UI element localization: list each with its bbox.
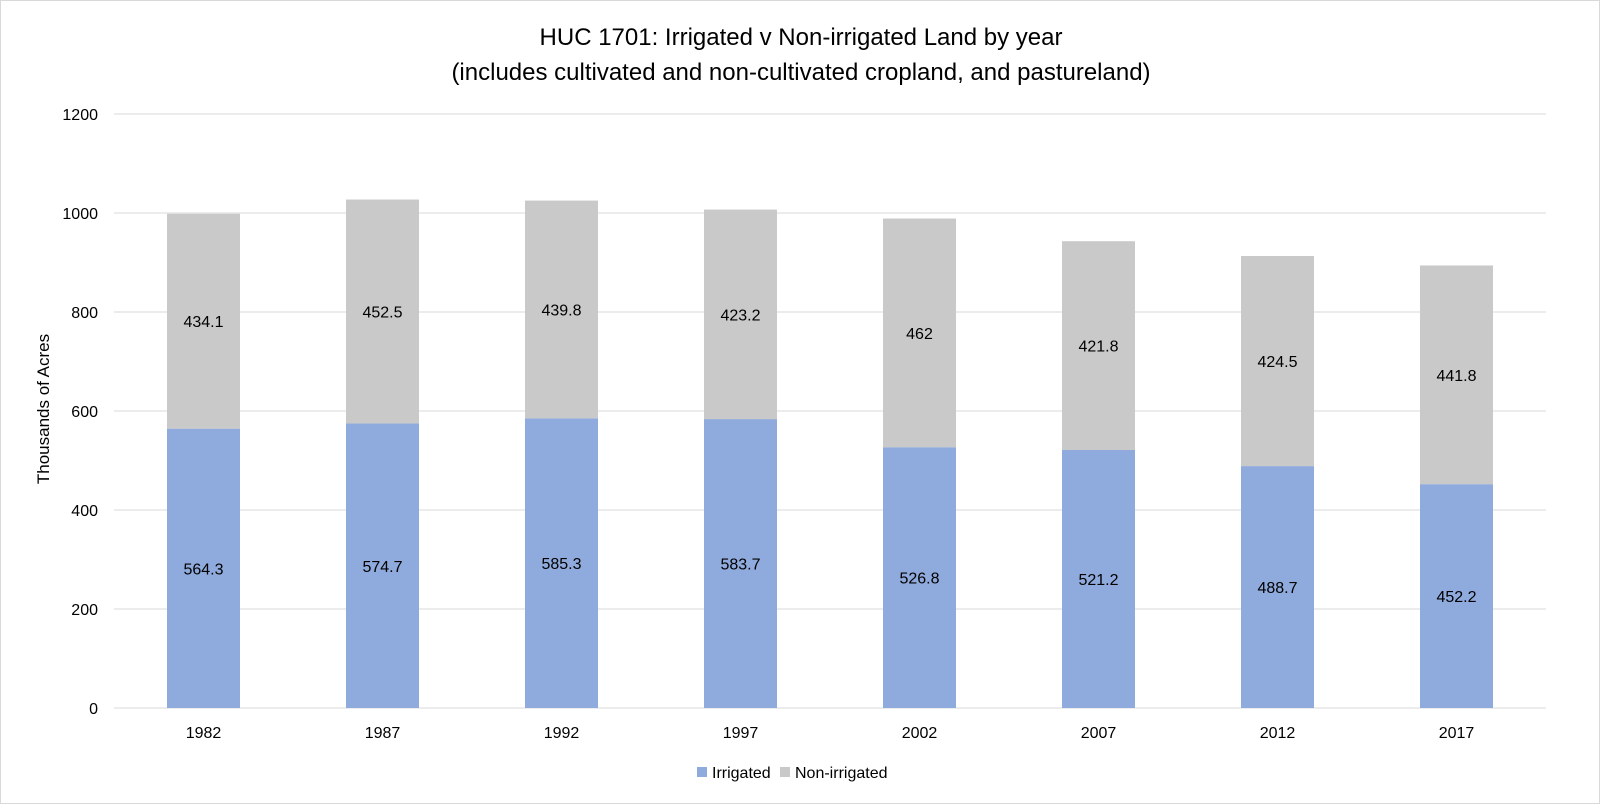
chart-title: HUC 1701: Irrigated v Non-irrigated Land…: [540, 24, 1063, 51]
chart-subtitle: (includes cultivated and non-cultivated …: [451, 59, 1150, 86]
x-axis-ticks: 1982 1987 1992 1997 2002 2007 2012 2017: [186, 725, 1475, 742]
data-label-non-irrigated-2012: 424.5: [1257, 354, 1297, 371]
data-label-irrigated-1987: 574.7: [362, 559, 402, 576]
data-label-non-irrigated-1982: 434.1: [183, 314, 223, 331]
bars: [167, 199, 1493, 708]
y-tick-label-1000: 1000: [62, 206, 98, 223]
y-tick-label-800: 800: [71, 305, 98, 322]
data-label-irrigated-2017: 452.2: [1436, 589, 1476, 606]
data-label-non-irrigated-1992: 439.8: [541, 302, 581, 319]
data-label-irrigated-2012: 488.7: [1257, 580, 1297, 597]
bar-non-irrigated-1982: [167, 213, 240, 429]
bar-irrigated-1987: [346, 423, 419, 708]
y-tick-label-200: 200: [71, 602, 98, 619]
bar-irrigated-2017: [1420, 484, 1493, 708]
gridlines: [114, 113, 1546, 709]
bar-non-irrigated-1997: [704, 209, 777, 420]
data-label-non-irrigated-2017: 441.8: [1436, 368, 1476, 385]
x-tick-label-1987: 1987: [365, 725, 401, 742]
bar-irrigated-1992: [525, 418, 598, 708]
bar-irrigated-1997: [704, 419, 777, 708]
legend-swatch-irrigated: [697, 767, 707, 777]
x-tick-label-2017: 2017: [1439, 725, 1475, 742]
bar-non-irrigated-1987: [346, 199, 419, 424]
bar-irrigated-2012: [1241, 466, 1314, 708]
bar-irrigated-1982: [167, 428, 240, 708]
x-tick-label-2002: 2002: [902, 725, 938, 742]
bar-non-irrigated-2002: [883, 218, 956, 448]
x-tick-label-1982: 1982: [186, 725, 222, 742]
data-label-non-irrigated-1997: 423.2: [720, 307, 760, 324]
legend-label-irrigated: Irrigated: [712, 765, 771, 782]
bar-non-irrigated-2017: [1420, 265, 1493, 485]
x-tick-label-2012: 2012: [1260, 725, 1296, 742]
y-axis-ticks: 0 200 400 600 800 1000 1200: [62, 107, 98, 718]
bar-irrigated-2002: [883, 447, 956, 708]
data-label-irrigated-2007: 521.2: [1078, 572, 1118, 589]
bar-non-irrigated-2012: [1241, 255, 1314, 467]
x-tick-label-1992: 1992: [544, 725, 580, 742]
x-tick-label-1997: 1997: [723, 725, 759, 742]
data-label-irrigated-1997: 583.7: [720, 557, 760, 574]
data-label-non-irrigated-2002: 462: [906, 326, 933, 343]
data-label-non-irrigated-2007: 421.8: [1078, 339, 1118, 356]
data-labels: 564.3 434.1 574.7 452.5 585.3 439.8 583.7 423.2…: [183, 302, 1476, 606]
data-label-irrigated-2002: 526.8: [899, 571, 939, 588]
bar-irrigated-2007: [1062, 450, 1135, 708]
legend-label-non-irrigated: Non-irrigated: [795, 765, 887, 782]
x-tick-label-2007: 2007: [1081, 725, 1117, 742]
y-axis-title: Thousands of Acres: [34, 334, 53, 484]
y-tick-label-400: 400: [71, 503, 98, 520]
legend-swatch-non-irrigated: [780, 767, 790, 777]
y-tick-label-1200: 1200: [62, 107, 98, 124]
y-tick-label-0: 0: [89, 701, 98, 718]
y-tick-label-600: 600: [71, 404, 98, 421]
bar-non-irrigated-2007: [1062, 241, 1135, 451]
legend: Irrigated Non-irrigated: [697, 765, 887, 782]
data-label-irrigated-1982: 564.3: [183, 561, 223, 578]
data-label-non-irrigated-1987: 452.5: [362, 305, 402, 322]
data-label-irrigated-1992: 585.3: [541, 556, 581, 573]
bar-non-irrigated-1992: [525, 200, 598, 419]
